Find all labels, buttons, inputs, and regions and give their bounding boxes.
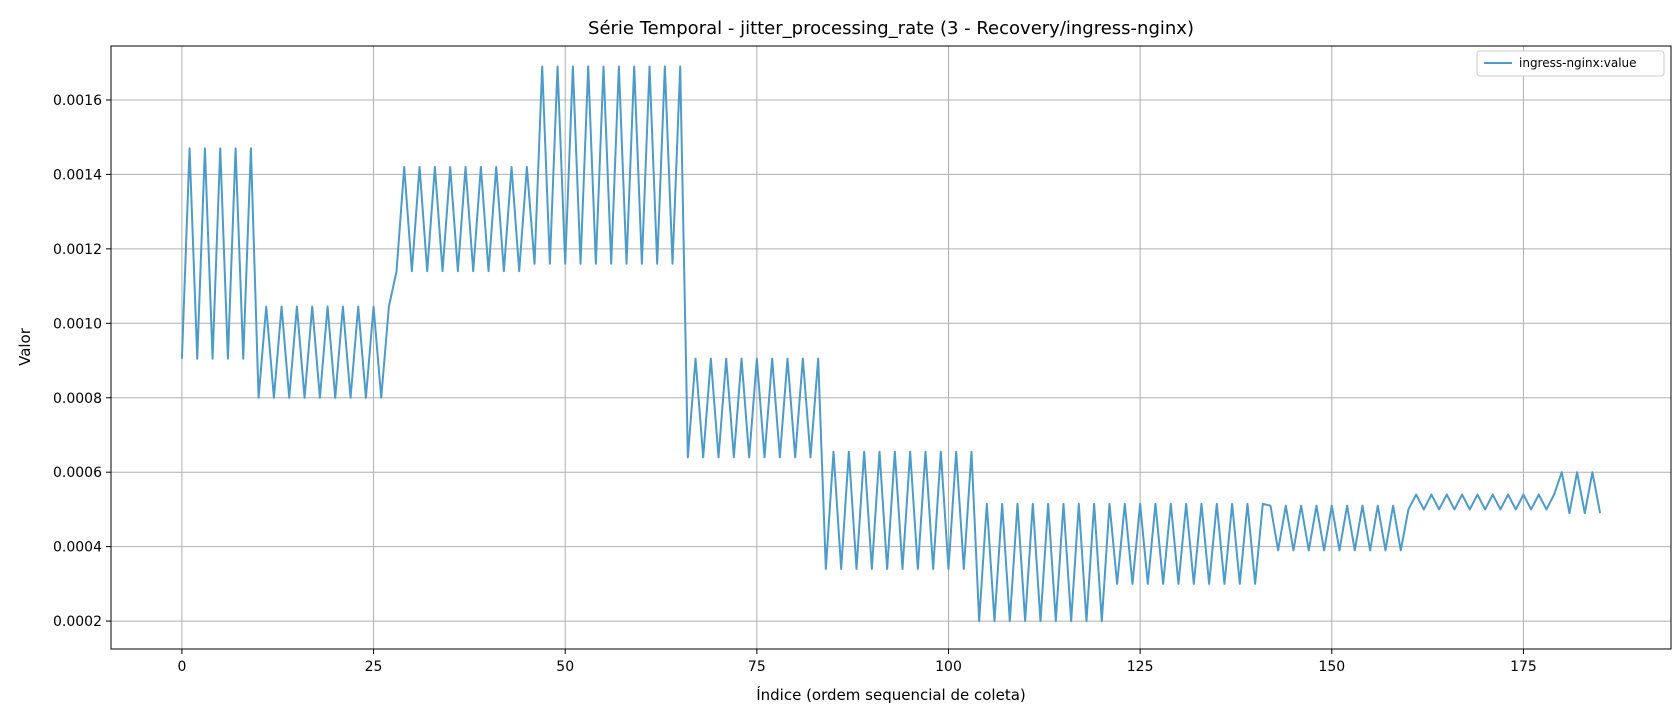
chart-title: Série Temporal - jitter_processing_rate … [588, 18, 1194, 39]
x-tick-label: 175 [1510, 659, 1537, 675]
x-tick-label: 25 [365, 659, 383, 675]
y-axis-label: Valor [16, 327, 34, 366]
x-tick-label: 50 [556, 659, 574, 675]
legend: ingress-nginx:value [1476, 50, 1665, 77]
x-tick-label: 125 [1127, 659, 1154, 675]
series-layer [180, 65, 1602, 623]
x-tick-label: 150 [1318, 659, 1345, 675]
x-tick-label: 75 [748, 659, 766, 675]
y-tick-label: 0.0016 [53, 93, 102, 109]
y-tick-label: 0.0002 [53, 614, 102, 630]
legend-label: ingress-nginx:value [1519, 56, 1637, 70]
y-tick-label: 0.0008 [53, 391, 102, 407]
y-tick-label: 0.0004 [53, 540, 102, 556]
x-axis-ticks: 0 25 50 75 100 125 150 175 [177, 649, 1537, 675]
y-tick-label: 0.0006 [53, 465, 102, 481]
y-tick-label: 0.0014 [53, 167, 102, 183]
y-tick-label: 0.0010 [53, 316, 102, 332]
x-tick-label: 0 [177, 659, 186, 675]
y-axis-ticks: 0.0002 0.0004 0.0006 0.0008 0.0010 0.0012 0.00… [53, 93, 111, 630]
series-line-ingress-nginx [180, 65, 1602, 623]
plot-frame [110, 45, 1672, 650]
plot-background [111, 46, 1671, 649]
y-tick-label: 0.0012 [53, 242, 102, 258]
grid [111, 46, 1671, 649]
legend-box [1476, 50, 1665, 77]
x-axis-label: Índice (ordem sequencial de coleta) [756, 685, 1026, 704]
x-tick-label: 100 [935, 659, 962, 675]
